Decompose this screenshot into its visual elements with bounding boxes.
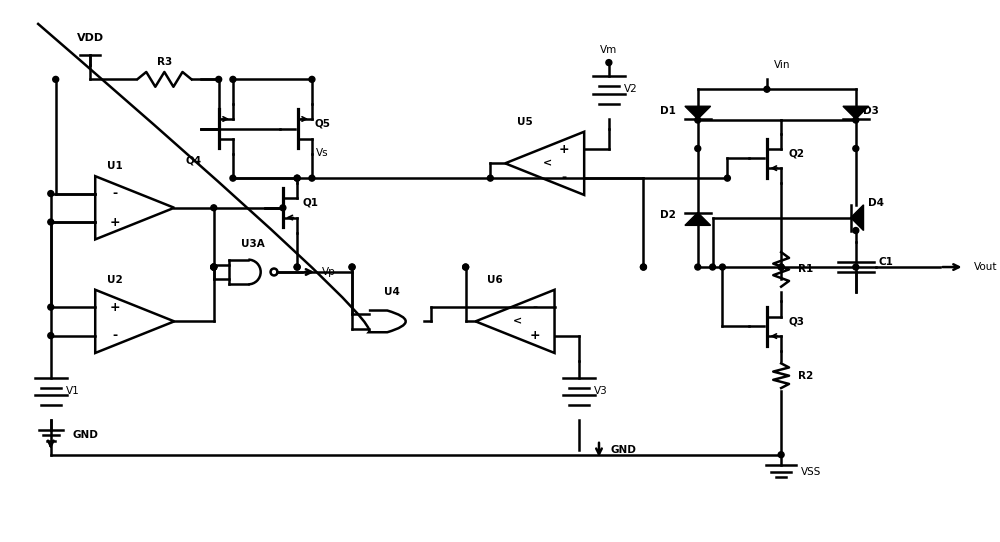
Circle shape [853,146,859,151]
Text: Q4: Q4 [186,156,202,165]
Text: D1: D1 [660,106,676,116]
Polygon shape [851,205,864,230]
Text: R3: R3 [157,56,172,67]
Text: +: + [110,216,120,229]
Text: D3: D3 [863,106,879,116]
Circle shape [778,264,784,270]
Text: C1: C1 [878,257,893,267]
Circle shape [853,264,859,270]
Circle shape [48,304,54,310]
Polygon shape [685,212,711,225]
Text: V1: V1 [66,385,79,396]
Circle shape [778,264,784,270]
Circle shape [294,175,300,181]
Circle shape [309,175,315,181]
Text: U6: U6 [487,275,503,285]
Circle shape [764,86,770,92]
Circle shape [463,264,469,270]
Polygon shape [685,106,711,119]
Circle shape [778,452,784,457]
Circle shape [640,264,646,270]
Text: Vs: Vs [316,149,329,158]
Circle shape [48,191,54,197]
Circle shape [695,117,701,123]
Text: <: < [513,317,523,326]
Text: <: < [543,158,552,169]
Text: +: + [110,301,120,314]
Text: Q2: Q2 [789,149,805,158]
Circle shape [53,76,59,82]
Text: V3: V3 [594,385,608,396]
Circle shape [719,264,725,270]
Text: R1: R1 [798,264,813,274]
Circle shape [48,219,54,225]
Polygon shape [843,106,869,119]
Text: +: + [559,143,570,156]
Circle shape [211,264,217,270]
Circle shape [695,264,701,270]
Text: V2: V2 [624,84,637,94]
Circle shape [349,264,355,270]
Circle shape [640,264,646,270]
Text: VSS: VSS [801,467,821,476]
Circle shape [211,264,217,270]
Circle shape [294,264,300,270]
Text: Q5: Q5 [314,119,330,129]
Circle shape [309,76,315,82]
Circle shape [230,175,236,181]
Text: U5: U5 [517,117,533,127]
Circle shape [211,205,217,211]
Text: Vm: Vm [600,45,617,55]
Circle shape [294,264,300,270]
Circle shape [216,76,222,82]
Text: Vout: Vout [974,262,998,272]
Circle shape [853,117,859,123]
Text: U1: U1 [107,162,123,171]
Text: -: - [562,171,567,184]
Text: D2: D2 [660,210,676,220]
Text: D4: D4 [868,198,884,208]
Text: U3A: U3A [241,240,265,249]
Text: Q3: Q3 [789,317,805,326]
Text: Vin: Vin [773,60,790,69]
Text: -: - [112,329,118,342]
Circle shape [211,264,217,270]
Text: U4: U4 [384,287,399,296]
Circle shape [710,264,716,270]
Circle shape [280,205,286,211]
Text: R2: R2 [798,371,813,380]
Circle shape [230,76,236,82]
Text: +: + [529,329,540,342]
Circle shape [606,60,612,66]
Circle shape [211,264,217,270]
Circle shape [294,175,300,181]
Text: GND: GND [611,445,637,455]
Circle shape [487,175,493,181]
Text: Vp: Vp [322,267,336,277]
Circle shape [853,228,859,234]
Text: GND: GND [72,430,98,440]
Text: VDD: VDD [77,33,104,43]
Text: Q1: Q1 [303,198,319,208]
Circle shape [463,264,469,270]
Circle shape [349,264,355,270]
Text: -: - [532,301,537,314]
Circle shape [724,175,730,181]
Text: U2: U2 [107,275,123,285]
Circle shape [48,333,54,339]
Circle shape [695,146,701,151]
Text: -: - [112,187,118,200]
